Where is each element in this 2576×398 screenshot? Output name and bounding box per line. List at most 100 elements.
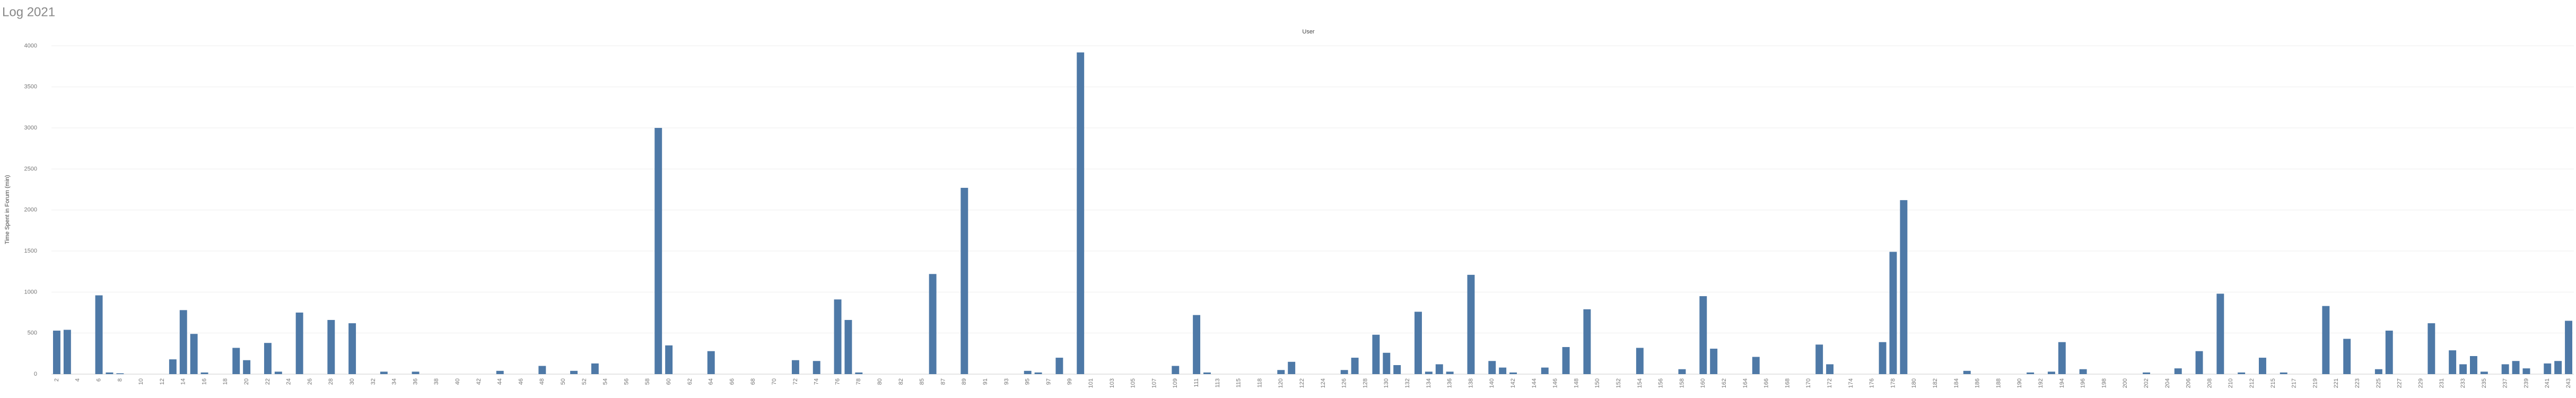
x-tick-label: 36 [412, 378, 418, 385]
x-tick-label: 170 [1805, 378, 1812, 388]
x-tick-label: 66 [729, 378, 735, 385]
bar [243, 360, 251, 374]
y-tick-label: 1500 [24, 248, 37, 254]
bar [179, 310, 187, 374]
x-tick-label: 202 [2143, 378, 2150, 388]
bar [591, 363, 599, 374]
x-tick-label: 82 [898, 378, 904, 385]
bar [538, 366, 546, 374]
x-tick-label: 85 [919, 378, 925, 385]
bar [348, 323, 356, 374]
x-tick-label: 148 [1573, 378, 1579, 388]
x-tick-label: 68 [750, 378, 756, 385]
x-tick-label: 58 [644, 378, 651, 385]
x-tick-label: 206 [2186, 378, 2192, 388]
x-tick-label: 87 [940, 378, 946, 385]
x-tick-label: 132 [1404, 378, 1411, 388]
bar [1900, 200, 1908, 374]
x-tick-label: 231 [2439, 378, 2445, 388]
x-tick-label: 103 [1109, 378, 1115, 388]
bar [380, 371, 388, 374]
bar [1488, 361, 1496, 374]
bar [2343, 339, 2351, 374]
bar [264, 343, 272, 374]
bar [2238, 372, 2246, 374]
x-tick-label: 215 [2270, 378, 2276, 388]
bar [654, 128, 662, 374]
bar [1815, 344, 1823, 374]
x-tick-label: 10 [138, 378, 144, 385]
bar [844, 319, 852, 374]
bar [2554, 361, 2562, 374]
x-tick-label: 150 [1594, 378, 1601, 388]
x-tick-label: 105 [1130, 378, 1137, 388]
y-tick-label: 2000 [24, 207, 37, 213]
bar [2522, 368, 2530, 374]
x-tick-label: 44 [497, 378, 503, 385]
x-tick-label: 243 [2565, 378, 2572, 388]
bar [200, 372, 208, 374]
x-tick-label: 172 [1827, 378, 1833, 388]
bar [1499, 367, 1507, 374]
bar [2385, 331, 2393, 374]
bar [2048, 371, 2055, 374]
bar [665, 345, 673, 374]
y-tick-label: 0 [34, 371, 37, 377]
bar [295, 313, 303, 374]
bar [707, 351, 715, 374]
y-axis-label: Time Spent in Forum (min) [4, 175, 11, 244]
bar [1055, 358, 1063, 374]
x-tick-label: 221 [2333, 378, 2339, 388]
x-tick-label: 78 [855, 378, 862, 385]
bar [834, 299, 842, 374]
bar [2027, 372, 2034, 374]
bar [1752, 357, 1760, 374]
x-tick-label: 111 [1193, 378, 1200, 387]
bar [1077, 52, 1085, 374]
x-tick-label: 126 [1341, 378, 1348, 388]
bar [2544, 363, 2552, 374]
bar [63, 330, 71, 374]
bar [412, 371, 420, 374]
y-tick-label: 3000 [24, 125, 37, 131]
bar [1193, 315, 1201, 374]
bar [1425, 371, 1433, 374]
x-tick-label: 180 [1911, 378, 1917, 388]
chart-title: Log 2021 [2, 5, 55, 19]
x-tick-label: 198 [2101, 378, 2107, 388]
bar [1509, 372, 1517, 374]
bar [1963, 370, 1971, 374]
x-tick-label: 101 [1088, 378, 1094, 388]
x-tick-label: 72 [792, 378, 799, 385]
y-tick-label: 4000 [24, 42, 37, 49]
bar [116, 373, 124, 374]
x-tick-label: 223 [2354, 378, 2361, 388]
x-tick-label: 166 [1763, 378, 1770, 388]
x-tick-label: 60 [666, 378, 672, 385]
bar [2195, 351, 2203, 374]
x-tick-label: 109 [1172, 378, 1178, 388]
x-tick-label: 24 [286, 378, 292, 385]
x-tick-label: 91 [982, 378, 989, 385]
bar [1172, 366, 1180, 374]
x-tick-label: 80 [877, 378, 883, 385]
bar [1879, 342, 1887, 374]
bar [791, 360, 799, 374]
x-tick-label: 118 [1256, 378, 1263, 388]
x-tick-label: 12 [159, 378, 165, 385]
x-tick-label: 89 [961, 378, 967, 385]
bar [1024, 370, 1032, 374]
x-tick-label: 188 [1995, 378, 2002, 388]
bar [2480, 371, 2488, 374]
x-tick-label: 152 [1616, 378, 1622, 388]
bar [1288, 361, 1296, 374]
x-tick-label: 140 [1489, 378, 1495, 388]
x-tick-label: 176 [1869, 378, 1875, 388]
x-tick-label: 120 [1278, 378, 1284, 388]
bar [1583, 309, 1591, 374]
y-tick-label: 3500 [24, 84, 37, 90]
x-tick-label: 184 [1953, 378, 1960, 388]
bar [1034, 372, 1042, 374]
bar [1541, 367, 1549, 374]
bar [1636, 348, 1644, 374]
